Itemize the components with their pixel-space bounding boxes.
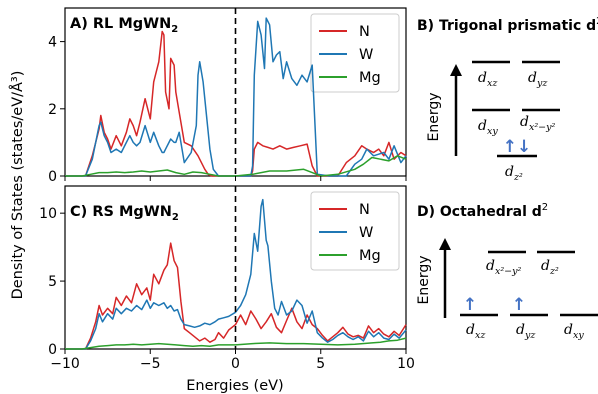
label-dxy-d: dxy bbox=[564, 322, 584, 341]
diagram-b-energy-arrow-icon bbox=[450, 64, 462, 76]
label-dxy-b: dxy bbox=[478, 118, 498, 137]
y-axis-label: Density of States (states/eV/Å³) bbox=[9, 71, 26, 300]
panel-a-title: A) RL MgWN2 bbox=[70, 16, 178, 35]
panel-c-title: C) RS MgWN2 bbox=[70, 204, 179, 223]
panel-a-legend: NW Mg bbox=[310, 13, 400, 93]
electron-up-dyz-d-icon: ↑ bbox=[512, 295, 526, 315]
x-axis-label: Energies (eV) bbox=[186, 378, 283, 394]
legend-label-mg-a: Mg bbox=[359, 70, 381, 86]
legend-label-n-a: N bbox=[359, 24, 370, 40]
label-dxz-b: dxz bbox=[478, 70, 498, 89]
panel-c-legend: NW Mg bbox=[310, 191, 400, 271]
x-tick-label-c: 5 bbox=[316, 356, 325, 372]
diagram-d-title: D) Octahedral d2 bbox=[417, 202, 548, 220]
legend-label-n-c: N bbox=[359, 202, 370, 218]
y-tick-label-a: 0 bbox=[48, 169, 57, 185]
y-tick-label-a: 2 bbox=[48, 102, 57, 118]
y-tick-label-a: 4 bbox=[48, 35, 57, 51]
y-tick-label-c: 10 bbox=[39, 206, 57, 222]
electron-pair-b-icon: ↑↓ bbox=[503, 137, 532, 157]
label-dz2-b: dz² bbox=[505, 164, 523, 183]
series-line-mg-a bbox=[65, 155, 407, 177]
panel-a-chart: A) RL MgWN2 NW Mg 0 2 4 bbox=[48, 7, 407, 185]
series-line-mg-c bbox=[65, 337, 407, 350]
label-dyz-b: dyz bbox=[528, 70, 548, 89]
diagram-b-trigonal-prismatic: B) Trigonal prismatic d2 Energy dxz dyz … bbox=[417, 16, 598, 183]
legend-box-a bbox=[310, 13, 400, 93]
label-dz2-d: dz² bbox=[541, 258, 559, 277]
legend-label-w-c: W bbox=[359, 225, 373, 241]
diagram-b-energy-label: Energy bbox=[426, 92, 442, 141]
series-line-n-c bbox=[65, 242, 407, 350]
label-dxz-d: dxz bbox=[466, 322, 486, 341]
legend-label-w-a: W bbox=[359, 47, 373, 63]
y-tick-label-c: 0 bbox=[48, 342, 57, 358]
x-tick-label-c: −5 bbox=[140, 356, 161, 372]
legend-box-c bbox=[310, 191, 400, 271]
diagram-d-energy-arrow-icon bbox=[439, 238, 451, 250]
diagram-b-title: B) Trigonal prismatic d2 bbox=[417, 16, 598, 34]
x-tick-label-c: 10 bbox=[397, 356, 415, 372]
label-dx2y2-b: dx²−y² bbox=[520, 114, 555, 133]
legend-label-mg-c: Mg bbox=[359, 248, 381, 264]
electron-config-d: ↑ ↑ bbox=[0, 0, 2, 1]
series-line-n-a bbox=[65, 30, 407, 177]
electron-up-dxz-d-icon: ↑ bbox=[463, 295, 477, 315]
x-tick-label-c: 0 bbox=[231, 356, 240, 372]
diagram-d-octahedral: D) Octahedral d2 Energy dx²−y² dz² dxz d… bbox=[0, 0, 598, 341]
panel-c-chart: C) RS MgWN2 NW Mg 0 5 10 −10 −5 0 5 10 bbox=[39, 185, 415, 372]
x-tick-label-c: −10 bbox=[50, 356, 80, 372]
label-dyz-d: dyz bbox=[516, 322, 536, 341]
label-dx2y2-d: dx²−y² bbox=[486, 258, 521, 277]
diagram-d-energy-label: Energy bbox=[416, 255, 432, 304]
y-tick-label-c: 5 bbox=[48, 274, 57, 290]
series-line-w-c bbox=[65, 198, 407, 350]
